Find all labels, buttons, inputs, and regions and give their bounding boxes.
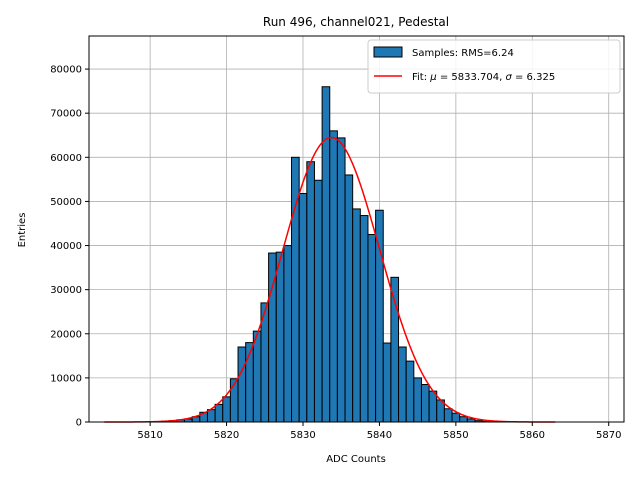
histogram-bar (443, 408, 453, 423)
histogram-bar (298, 192, 308, 423)
legend-swatch-samples (373, 46, 403, 58)
histogram-bar (283, 245, 293, 423)
x-tick-label: 5820 (214, 430, 239, 441)
histogram-bar (451, 412, 461, 423)
x-tick-label: 5840 (367, 430, 392, 441)
x-axis-label: ADC Counts (326, 454, 386, 465)
histogram-bar (398, 346, 407, 423)
histogram-bar (329, 130, 338, 423)
histogram-bar (413, 377, 422, 423)
sigma-symbol: σ (505, 72, 512, 83)
histogram-bar (306, 161, 315, 423)
plot-frame (88, 35, 625, 423)
y-tick-label: 30000 (50, 285, 82, 296)
histogram-bar (222, 396, 231, 423)
mu-symbol: μ (429, 72, 436, 83)
y-tick-label: 50000 (50, 197, 82, 208)
legend-fit-mu-value: = 5833.704, (437, 72, 506, 83)
x-tick-label: 5870 (596, 430, 621, 441)
y-tick-label: 60000 (50, 153, 82, 164)
y-tick-label: 80000 (50, 65, 82, 76)
x-axis-ticks: 5810 5820 5830 5840 5850 5860 5870 (137, 422, 621, 441)
gaussian-fit-line (104, 136, 556, 423)
histogram-bar (252, 330, 262, 423)
y-tick-label: 40000 (50, 241, 82, 252)
y-tick-label: 20000 (50, 329, 82, 340)
histogram-bar (352, 208, 361, 423)
histogram-bar (321, 86, 331, 423)
x-tick-label: 5860 (520, 430, 545, 441)
histogram-bar (428, 390, 438, 423)
histogram-bar (382, 342, 392, 423)
legend-fit-prefix: Fit: (412, 72, 430, 83)
histogram-bar (420, 384, 430, 423)
y-axis-ticks: 0 10000 20000 30000 40000 50000 60000 70000 8000… (50, 65, 89, 429)
y-axis-label: Entries (17, 213, 28, 248)
legend-label-fit: Fit: μ = 5833.704, σ = 6.325 (412, 72, 555, 83)
histogram-bar (359, 215, 369, 423)
chart-title: Run 496, channel021, Pedestal (263, 15, 449, 29)
y-tick-label: 70000 (50, 109, 82, 120)
histogram-bar (367, 234, 377, 423)
y-tick-label: 0 (76, 418, 82, 429)
x-tick-label: 5850 (443, 430, 468, 441)
legend-box (367, 39, 621, 94)
histogram-bar (390, 276, 400, 423)
x-tick-label: 5810 (137, 430, 162, 441)
histogram-bar (375, 209, 384, 423)
histogram-bar (405, 360, 415, 423)
histogram-bar (313, 179, 323, 423)
y-tick-label: 10000 (50, 373, 82, 384)
legend-label-samples: Samples: RMS=6.24 (412, 48, 514, 59)
histogram-bar (459, 416, 468, 423)
legend: Samples: RMS=6.24 Fit: μ = 5833.704, σ =… (367, 39, 621, 94)
histogram-bar (344, 174, 354, 423)
histogram-bar (214, 403, 224, 423)
histogram-bar (336, 137, 346, 423)
histogram-bar (275, 251, 285, 423)
histogram-bars (153, 86, 499, 423)
histogram-bar (237, 346, 247, 423)
x-tick-label: 5830 (290, 430, 315, 441)
legend-fit-sigma-value: = 6.325 (512, 72, 555, 83)
